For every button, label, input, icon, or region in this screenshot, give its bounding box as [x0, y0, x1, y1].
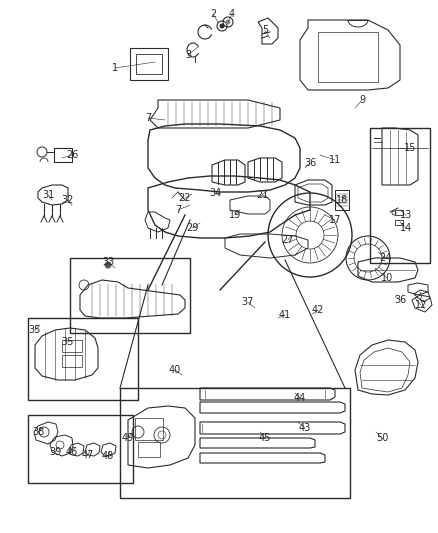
- Text: 40: 40: [169, 365, 181, 375]
- Text: 35: 35: [62, 337, 74, 347]
- Text: 12: 12: [414, 300, 426, 310]
- Circle shape: [105, 262, 111, 268]
- Text: 1: 1: [112, 63, 118, 73]
- Bar: [130, 48, 168, 80]
- Bar: [334, 190, 348, 210]
- Text: 24: 24: [378, 253, 390, 263]
- Text: 22: 22: [178, 193, 191, 203]
- Text: 7: 7: [174, 205, 181, 215]
- Text: 41: 41: [278, 310, 290, 320]
- Text: 42: 42: [311, 305, 323, 315]
- Text: 4: 4: [228, 9, 234, 19]
- Bar: [394, 210, 402, 215]
- Bar: [394, 220, 402, 225]
- Text: 29: 29: [185, 223, 198, 233]
- Text: 27: 27: [281, 235, 293, 245]
- Text: 9: 9: [358, 95, 364, 105]
- Text: 36: 36: [393, 295, 405, 305]
- Text: 44: 44: [293, 393, 305, 403]
- Text: 13: 13: [399, 210, 411, 220]
- Bar: [369, 128, 429, 263]
- Text: 3: 3: [184, 50, 191, 60]
- Text: 21: 21: [255, 190, 268, 200]
- Bar: [62, 355, 82, 367]
- Text: 34: 34: [208, 188, 221, 198]
- Text: 47: 47: [81, 450, 94, 460]
- Circle shape: [226, 20, 230, 24]
- Bar: [120, 388, 349, 498]
- Text: 49: 49: [122, 433, 134, 443]
- Bar: [135, 418, 162, 440]
- Circle shape: [219, 24, 223, 28]
- Text: 37: 37: [241, 297, 254, 307]
- Text: 19: 19: [228, 210, 240, 220]
- Text: 35: 35: [29, 325, 41, 335]
- Text: 31: 31: [42, 190, 54, 200]
- Bar: [136, 54, 162, 74]
- Text: 7: 7: [145, 113, 151, 123]
- Text: 39: 39: [49, 447, 61, 457]
- Text: 2: 2: [209, 9, 215, 19]
- Text: 43: 43: [298, 423, 311, 433]
- Text: 15: 15: [403, 143, 415, 153]
- Text: 10: 10: [380, 273, 392, 283]
- Bar: [138, 442, 159, 457]
- Bar: [54, 148, 72, 162]
- Bar: [70, 258, 190, 333]
- Text: 14: 14: [399, 223, 411, 233]
- Text: 46: 46: [66, 447, 78, 457]
- Text: 5: 5: [261, 25, 268, 35]
- Text: 45: 45: [258, 433, 271, 443]
- Text: 36: 36: [303, 158, 315, 168]
- Text: 17: 17: [328, 215, 340, 225]
- Bar: [28, 415, 133, 483]
- Text: 38: 38: [32, 427, 44, 437]
- Text: 50: 50: [375, 433, 387, 443]
- Bar: [28, 318, 138, 400]
- Bar: [317, 32, 377, 82]
- Text: 18: 18: [335, 195, 347, 205]
- Text: 32: 32: [62, 195, 74, 205]
- Bar: [62, 340, 82, 352]
- Text: 26: 26: [66, 150, 78, 160]
- Text: 48: 48: [102, 451, 114, 461]
- Text: 33: 33: [102, 257, 114, 267]
- Text: 11: 11: [328, 155, 340, 165]
